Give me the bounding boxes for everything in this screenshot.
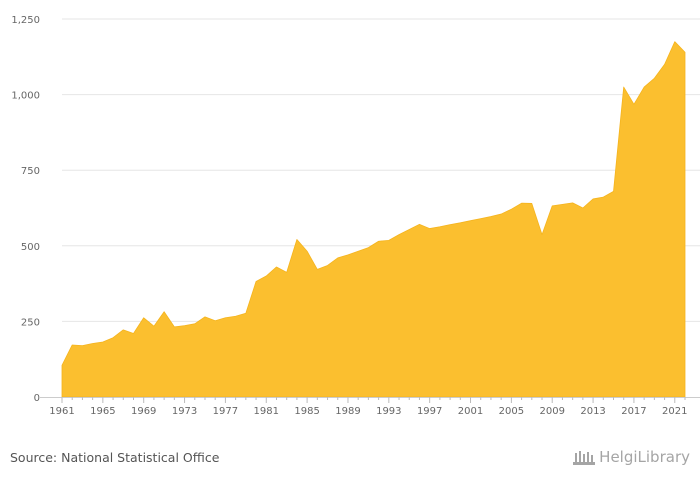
data-point <box>306 250 308 252</box>
data-point <box>398 233 400 235</box>
brand-name: HelgiLibrary <box>599 448 690 466</box>
x-tick-label: 1985 <box>294 406 319 417</box>
data-point <box>418 223 420 225</box>
x-tick-label: 1961 <box>49 406 74 417</box>
data-point <box>500 213 502 215</box>
source-note: Source: National Statistical Office <box>10 450 220 465</box>
helgilibrary-logo: HelgiLibrary <box>572 448 690 466</box>
data-point <box>357 250 359 252</box>
data-point <box>663 63 665 65</box>
data-point <box>633 103 635 105</box>
data-point <box>674 40 676 42</box>
data-point <box>520 202 522 204</box>
data-point <box>347 254 349 256</box>
data-point <box>439 226 441 228</box>
data-point <box>326 264 328 266</box>
x-tick-label: 2009 <box>540 406 565 417</box>
data-point <box>571 202 573 204</box>
x-tick-label: 1981 <box>254 406 279 417</box>
data-point <box>316 268 318 270</box>
data-point <box>469 220 471 222</box>
data-point <box>296 238 298 240</box>
data-point <box>153 325 155 327</box>
x-axis: 1961 1965 1969 1973 1977 1981 1985 1989 1993 1997… <box>40 397 700 417</box>
data-point <box>112 337 114 339</box>
data-point <box>643 86 645 88</box>
x-tick-label: 1989 <box>335 406 360 417</box>
data-point <box>582 207 584 209</box>
data-point <box>623 86 625 88</box>
x-tick-label: 1969 <box>131 406 156 417</box>
x-tick-label: 2005 <box>499 406 524 417</box>
data-point <box>653 77 655 79</box>
y-tick-label: 1,000 <box>11 91 40 102</box>
x-tick-label: 2013 <box>580 406 605 417</box>
data-point <box>61 364 63 366</box>
data-point <box>183 324 185 326</box>
x-tick-label: 1997 <box>417 406 442 417</box>
data-point <box>163 311 165 313</box>
data-point <box>255 280 257 282</box>
x-tick-label: 1977 <box>213 406 238 417</box>
y-tick-label: 750 <box>21 166 40 177</box>
data-point <box>388 239 390 241</box>
x-tick-label: 1993 <box>376 406 401 417</box>
data-point <box>275 266 277 268</box>
data-point <box>224 317 226 319</box>
data-point <box>143 317 145 319</box>
data-point <box>173 326 175 328</box>
y-axis: 0 250 500 750 1,000 1,250 <box>11 15 40 404</box>
data-point <box>81 344 83 346</box>
x-tick-label: 2001 <box>458 406 483 417</box>
data-point <box>449 223 451 225</box>
data-point <box>480 217 482 219</box>
data-point <box>214 320 216 322</box>
data-point <box>408 228 410 230</box>
data-point <box>561 203 563 205</box>
data-point <box>612 190 614 192</box>
data-point <box>490 215 492 217</box>
data-point <box>265 275 267 277</box>
data-point <box>541 233 543 235</box>
data-point <box>102 341 104 343</box>
data-point <box>551 205 553 207</box>
y-tick-label: 250 <box>21 317 40 328</box>
y-tick-label: 0 <box>34 393 40 404</box>
area-series-fill <box>61 41 686 398</box>
data-point <box>602 196 604 198</box>
data-point <box>428 227 430 229</box>
x-tick-label: 2021 <box>662 406 687 417</box>
x-tick-label: 1973 <box>172 406 197 417</box>
data-point <box>459 222 461 224</box>
data-point <box>592 198 594 200</box>
data-point <box>122 329 124 331</box>
y-tick-label: 1,250 <box>11 15 40 26</box>
area-series <box>61 40 686 398</box>
data-point <box>684 51 686 53</box>
data-point <box>71 344 73 346</box>
data-point <box>531 202 533 204</box>
data-point <box>194 323 196 325</box>
data-point <box>234 315 236 317</box>
data-point <box>132 332 134 334</box>
x-tick-label: 1965 <box>90 406 115 417</box>
data-point <box>245 312 247 314</box>
data-point <box>510 208 512 210</box>
data-point <box>337 257 339 259</box>
data-point <box>367 246 369 248</box>
data-point <box>285 271 287 273</box>
area-chart: 1961 1965 1969 1973 1977 1981 1985 1989 1993 1997… <box>11 15 700 417</box>
data-point <box>204 316 206 318</box>
library-icon <box>572 448 596 466</box>
x-tick-label: 2017 <box>621 406 646 417</box>
data-point <box>91 342 93 344</box>
y-tick-label: 500 <box>21 242 40 253</box>
data-point <box>377 240 379 242</box>
